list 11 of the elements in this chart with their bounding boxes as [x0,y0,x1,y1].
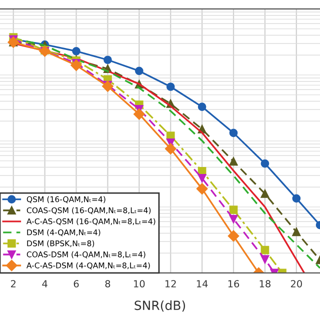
x-tick-label: 4 [42,280,48,288]
x-tick-label: 16 [228,280,240,288]
x-tick-label: 12 [165,280,176,288]
x-axis-title: SNR(dB) [134,300,186,312]
x-tick-label: 18 [260,280,270,288]
x-tick-label: 10 [134,280,145,288]
x-tick-label: 14 [196,280,208,288]
x-tick-label: 6 [74,280,79,288]
x-tick-label: 8 [105,280,110,288]
x-tick-label: 20 [290,280,302,288]
x-tick-label: 2 [10,280,16,288]
